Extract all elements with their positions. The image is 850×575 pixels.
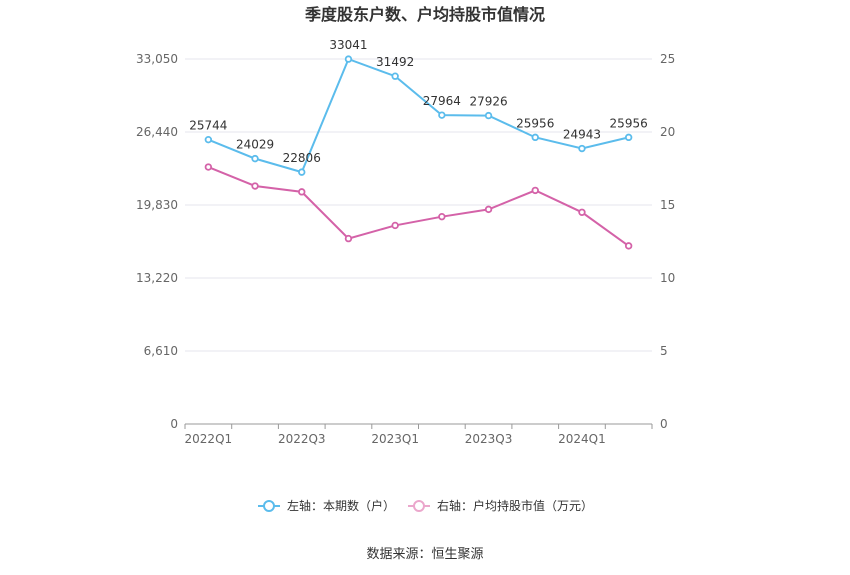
series-1-point[interactable] <box>531 133 539 142</box>
series-1-point[interactable] <box>391 72 399 80</box>
data-label: 25744 <box>189 119 227 133</box>
series-layer <box>204 55 633 250</box>
chart-title: 季度股东户数、户均持股市值情况 <box>304 5 545 24</box>
legend[interactable]: 左轴：本期数（户） 右轴：户均持股市值（万元） <box>258 498 593 513</box>
series-line-2 <box>207 166 630 247</box>
grid <box>185 58 652 352</box>
data-labels: 25744 24029 22806 33041 31492 27964 27926 25956… <box>189 38 647 165</box>
legend-swatch-marker <box>413 500 425 512</box>
y-left-tick-label: 0 <box>170 417 178 431</box>
y-right-tick-label: 15 <box>660 198 675 212</box>
y-left-tick-label: 19,830 <box>136 198 178 212</box>
series-2-point[interactable] <box>391 221 399 230</box>
series-2-point[interactable] <box>624 242 633 250</box>
y-right-tick-label: 20 <box>660 125 675 139</box>
y-left-tick-label: 6,610 <box>144 344 178 358</box>
data-label: 33041 <box>329 38 367 52</box>
x-tick-label: 2022Q3 <box>278 432 326 446</box>
axes: 0 0 6,610 5 13,220 10 19,830 15 26,440 20 33,050 25… <box>136 52 675 446</box>
series-1-point[interactable] <box>438 111 446 119</box>
series-1-point[interactable] <box>578 144 586 153</box>
series-2-point[interactable] <box>438 212 446 221</box>
data-label: 31492 <box>376 55 414 69</box>
x-tick-label: 2023Q1 <box>371 432 419 446</box>
series-1-point[interactable] <box>624 133 633 142</box>
source-note: 数据来源：恒生聚源 <box>366 547 483 562</box>
series-1-point[interactable] <box>298 168 306 176</box>
y-right-tick-label: 0 <box>660 417 668 431</box>
data-label: 24943 <box>563 128 601 142</box>
y-right-tick-label: 10 <box>660 271 675 285</box>
data-label: 24029 <box>236 138 274 152</box>
y-left-tick-label: 33,050 <box>136 52 178 66</box>
series-2-point[interactable] <box>484 205 493 214</box>
y-right-tick-label: 5 <box>660 344 668 358</box>
series-2-point[interactable] <box>204 163 213 171</box>
series-2-point[interactable] <box>344 234 353 243</box>
legend-swatch-marker <box>263 500 275 512</box>
y-left-tick-label: 26,440 <box>136 125 178 139</box>
series-line-1 <box>207 57 629 174</box>
series-2-point[interactable] <box>578 208 586 216</box>
data-label: 25956 <box>610 116 648 130</box>
x-tick-label: 2023Q3 <box>465 432 513 446</box>
legend-item-2[interactable]: 右轴：户均持股市值（万元） <box>437 498 593 513</box>
legend-item-1[interactable]: 左轴：本期数（户） <box>287 498 395 513</box>
series-1-point[interactable] <box>484 111 493 120</box>
x-tick-label: 2022Q1 <box>185 432 233 446</box>
y-left-tick-label: 13,220 <box>136 271 178 285</box>
x-tick-label: 2024Q1 <box>558 432 606 446</box>
y-right-tick-label: 25 <box>660 52 675 66</box>
series-2-point[interactable] <box>531 186 539 195</box>
series-1-point[interactable] <box>251 154 259 163</box>
data-label: 25956 <box>516 116 554 130</box>
series-2-point[interactable] <box>251 182 259 190</box>
series-1-point[interactable] <box>204 135 213 144</box>
series-1-point[interactable] <box>344 55 353 63</box>
series-2-point[interactable] <box>298 188 306 196</box>
data-label: 27926 <box>469 95 507 109</box>
data-label: 27964 <box>423 94 461 108</box>
data-label: 22806 <box>283 151 321 165</box>
